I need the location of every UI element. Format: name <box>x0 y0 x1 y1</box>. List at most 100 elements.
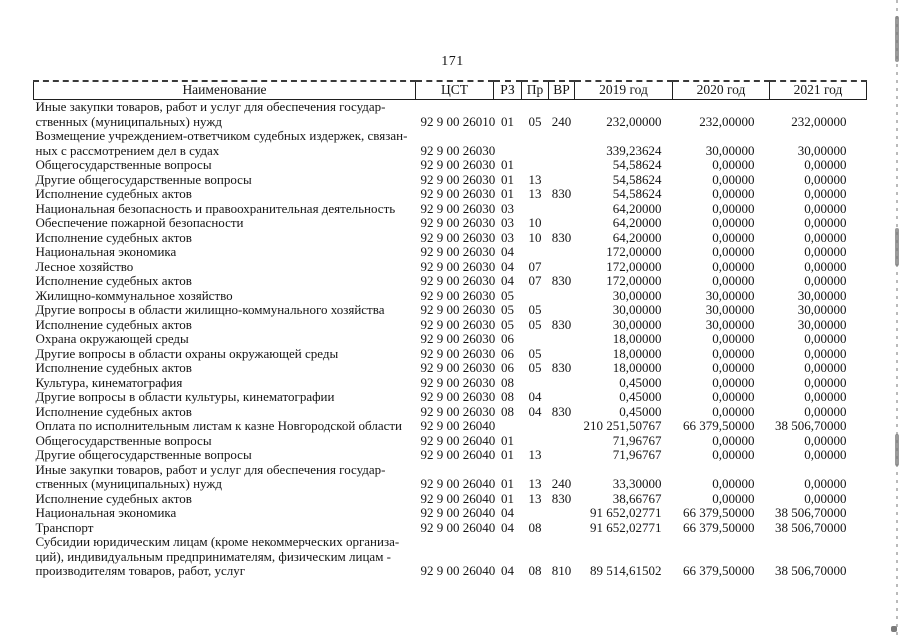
cst-cell: 92 9 00 26030 <box>420 360 496 375</box>
year-2019-cell: 54,58624 <box>612 171 662 187</box>
rz-cell: 01 <box>501 157 514 172</box>
name-cell: Иные закупки товаров, работ и услуг для … <box>35 99 386 129</box>
vr-cell <box>549 434 575 449</box>
rz-cell: 04 <box>501 563 514 578</box>
vr-cell: 830 <box>551 229 572 245</box>
rz-cell: 01 <box>501 186 514 201</box>
year-2019-cell: 91 652,02771 <box>590 519 662 535</box>
name-cell: Исполнение судебных актов <box>35 490 192 506</box>
year-2020-cell: 30,00000 <box>705 316 755 332</box>
pr-cell <box>522 158 549 173</box>
cst-cell: 92 9 00 26040 <box>420 490 496 506</box>
vr-cell <box>549 332 575 347</box>
column-header-vr: ВР <box>548 80 575 100</box>
rz-cell: 04 <box>501 258 514 274</box>
name-cell: Исполнение судебных актов <box>35 229 192 245</box>
pr-cell: 08 <box>528 519 542 535</box>
name-cell: Культура, кинематография <box>35 374 183 390</box>
cst-cell: 92 9 00 26040 <box>420 563 496 578</box>
cst-cell: 92 9 00 26010 <box>420 113 496 129</box>
name-cell: Субсидии юридическим лицам (кроме некомм… <box>35 534 400 578</box>
year-2019-cell: 54,58624 <box>612 186 662 201</box>
year-2020-cell: 30,00000 <box>705 302 755 317</box>
rz-cell <box>494 419 522 434</box>
year-2021-cell: 0,00000 <box>804 229 847 245</box>
table-row: Другие вопросы в области культуры, кинем… <box>34 389 867 405</box>
table-row: Исполнение судебных актов 92 9 00 26030 … <box>34 186 867 202</box>
name-cell: Возмещение учреждением-ответчиком судебн… <box>35 128 408 158</box>
year-2019-cell: 64,20000 <box>612 229 662 245</box>
rz-cell: 08 <box>501 389 514 404</box>
table-row: Национальная экономика 92 9 00 26040 04 … <box>34 505 867 521</box>
year-2020-cell: 0,00000 <box>712 403 755 419</box>
name-cell: Жилищно-коммунальное хозяйство <box>35 287 233 303</box>
year-2021-cell: 0,00000 <box>804 157 847 172</box>
rz-cell: 01 <box>501 113 514 129</box>
table-row: Исполнение судебных актов 92 9 00 26030 … <box>34 403 867 420</box>
year-2021-cell: 0,00000 <box>804 186 847 201</box>
year-2020-cell: 0,00000 <box>712 200 755 216</box>
pr-cell: 05 <box>528 316 542 332</box>
rz-cell: 06 <box>501 331 514 346</box>
year-2019-cell: 172,00000 <box>606 244 662 259</box>
pr-cell: 08 <box>528 563 542 578</box>
pr-cell: 13 <box>528 490 542 506</box>
vr-cell <box>549 289 575 304</box>
year-2020-cell: 30,00000 <box>705 287 755 303</box>
year-2021-cell: 38 506,70000 <box>775 519 847 535</box>
cst-cell: 92 9 00 26030 <box>420 345 496 361</box>
cst-cell: 92 9 00 26030 <box>420 186 496 201</box>
vr-cell <box>549 506 575 521</box>
table-row: Другие вопросы в области охраны окружающ… <box>34 345 867 362</box>
table-row: Обеспечение пожарной безопасности 92 9 0… <box>34 215 867 231</box>
year-2021-cell: 0,00000 <box>804 374 847 390</box>
table-header: Наименование ЦСТ РЗ Пр ВР 2019 год 2020 … <box>33 80 867 100</box>
rz-cell: 04 <box>501 519 514 535</box>
column-header-pr: Пр <box>521 80 549 100</box>
year-2021-cell: 0,00000 <box>804 432 847 448</box>
pr-cell: 04 <box>528 389 542 404</box>
year-2021-cell: 0,00000 <box>804 403 847 419</box>
pr-cell: 05 <box>528 345 542 361</box>
vr-cell <box>549 521 575 536</box>
pr-cell: 05 <box>528 302 542 317</box>
scan-smudge <box>895 228 899 266</box>
vr-cell <box>549 347 575 362</box>
year-2019-cell: 0,45000 <box>619 403 662 419</box>
rz-cell: 05 <box>501 316 514 332</box>
year-2019-cell: 0,45000 <box>619 389 662 404</box>
year-2021-cell: 30,00000 <box>797 287 847 303</box>
name-cell: Другие общегосударственные вопросы <box>35 447 252 462</box>
rz-cell: 03 <box>501 200 514 216</box>
year-2020-cell: 0,00000 <box>712 389 755 404</box>
year-2020-cell: 0,00000 <box>712 432 755 448</box>
cst-cell: 92 9 00 26030 <box>420 389 496 404</box>
pr-cell: 07 <box>528 273 542 288</box>
year-2020-cell: 66 379,50000 <box>683 418 755 433</box>
table-row: Транспорт 92 9 00 26040 04 08 91 652,027… <box>34 519 867 536</box>
cst-cell: 92 9 00 26040 <box>420 432 496 448</box>
rz-cell: 06 <box>501 345 514 361</box>
pr-cell <box>522 289 549 304</box>
pr-cell <box>522 129 549 158</box>
rz-cell: 03 <box>501 215 514 230</box>
name-cell: Другие вопросы в области охраны окружающ… <box>35 345 339 361</box>
table-row: Исполнение судебных актов 92 9 00 26030 … <box>34 273 867 289</box>
year-2019-cell: 64,20000 <box>612 215 662 230</box>
cst-cell: 92 9 00 26030 <box>420 302 496 317</box>
vr-cell: 830 <box>551 490 572 506</box>
rz-cell: 01 <box>501 432 514 448</box>
cst-cell: 92 9 00 26030 <box>420 244 496 259</box>
year-2021-cell: 0,00000 <box>804 331 847 346</box>
table-row: Другие вопросы в области жилищно-коммуна… <box>34 302 867 318</box>
year-2019-cell: 71,96767 <box>612 447 662 462</box>
year-2021-cell: 0,00000 <box>804 171 847 187</box>
name-cell: Национальная экономика <box>35 505 177 520</box>
table-row: Исполнение судебных актов 92 9 00 26030 … <box>34 229 867 246</box>
vr-cell: 240 <box>551 113 572 129</box>
column-header-2019: 2019 год <box>574 80 673 100</box>
year-2020-cell: 0,00000 <box>712 171 755 187</box>
name-cell: Другие общегосударственные вопросы <box>35 171 252 187</box>
scan-smudge <box>895 16 899 62</box>
rz-cell: 05 <box>501 302 514 317</box>
